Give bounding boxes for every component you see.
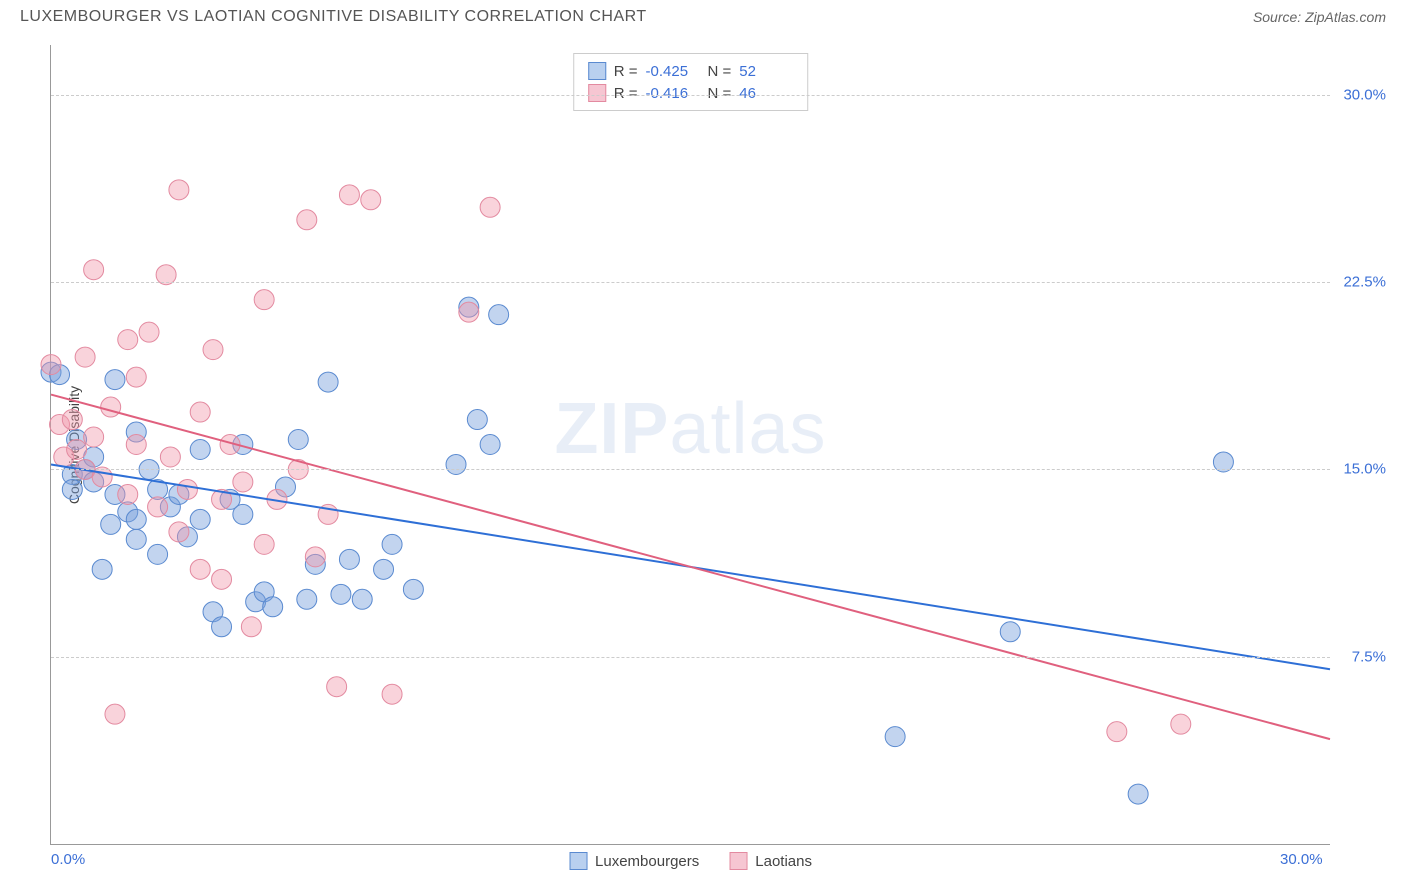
chart-container: Cognitive Disability ZIPatlas R = -0.425… — [50, 45, 1386, 845]
series-swatch-2 — [588, 84, 606, 102]
data-point — [105, 704, 125, 724]
data-point — [190, 559, 210, 579]
data-point — [84, 427, 104, 447]
data-point — [126, 435, 146, 455]
legend-swatch-1 — [569, 852, 587, 870]
x-tick-label: 30.0% — [1280, 851, 1323, 868]
data-point — [1171, 714, 1191, 734]
data-point — [361, 190, 381, 210]
legend-label-1: Luxembourgers — [595, 853, 699, 870]
y-tick-label: 15.0% — [1343, 461, 1386, 478]
data-point — [318, 372, 338, 392]
data-point — [885, 727, 905, 747]
data-point — [382, 534, 402, 554]
n-label: N = — [708, 63, 732, 80]
data-point — [190, 439, 210, 459]
series-legend: Luxembourgers Laotians — [569, 852, 812, 870]
chart-source: Source: ZipAtlas.com — [1253, 9, 1386, 25]
x-tick-label: 0.0% — [51, 851, 85, 868]
data-point — [352, 589, 372, 609]
data-point — [190, 509, 210, 529]
chart-title: LUXEMBOURGER VS LAOTIAN COGNITIVE DISABI… — [20, 8, 647, 26]
data-point — [75, 347, 95, 367]
data-point — [1000, 622, 1020, 642]
legend-item-2: Laotians — [729, 852, 812, 870]
data-point — [446, 454, 466, 474]
data-point — [101, 397, 121, 417]
plot-area: ZIPatlas R = -0.425 N = 52 R = -0.416 N … — [50, 45, 1330, 845]
r-label: R = — [614, 85, 638, 102]
data-point — [480, 197, 500, 217]
y-tick-label: 22.5% — [1343, 274, 1386, 291]
data-point — [190, 402, 210, 422]
legend-item-1: Luxembourgers — [569, 852, 699, 870]
data-point — [489, 305, 509, 325]
data-point — [339, 185, 359, 205]
data-point — [331, 584, 351, 604]
data-point — [126, 509, 146, 529]
scatter-plot-svg — [51, 45, 1330, 844]
data-point — [92, 559, 112, 579]
data-point — [203, 340, 223, 360]
data-point — [212, 617, 232, 637]
data-point — [263, 597, 283, 617]
data-point — [212, 569, 232, 589]
stats-row-2: R = -0.416 N = 46 — [588, 82, 794, 104]
legend-swatch-2 — [729, 852, 747, 870]
stats-legend: R = -0.425 N = 52 R = -0.416 N = 46 — [573, 53, 809, 111]
data-point — [480, 435, 500, 455]
data-point — [169, 180, 189, 200]
data-point — [126, 529, 146, 549]
data-point — [62, 410, 82, 430]
data-point — [1107, 722, 1127, 742]
legend-label-2: Laotians — [755, 853, 812, 870]
data-point — [160, 447, 180, 467]
data-point — [382, 684, 402, 704]
chart-header: LUXEMBOURGER VS LAOTIAN COGNITIVE DISABI… — [0, 0, 1406, 30]
data-point — [297, 589, 317, 609]
data-point — [374, 559, 394, 579]
data-point — [169, 522, 189, 542]
y-tick-label: 30.0% — [1343, 86, 1386, 103]
data-point — [67, 439, 87, 459]
data-point — [254, 534, 274, 554]
data-point — [254, 290, 274, 310]
data-point — [305, 547, 325, 567]
data-point — [288, 430, 308, 450]
data-point — [148, 544, 168, 564]
data-point — [1128, 784, 1148, 804]
data-point — [459, 302, 479, 322]
data-point — [84, 260, 104, 280]
data-point — [139, 322, 159, 342]
n-label: N = — [708, 85, 732, 102]
data-point — [62, 479, 82, 499]
data-point — [126, 367, 146, 387]
data-point — [118, 484, 138, 504]
trendline — [51, 395, 1330, 740]
data-point — [105, 370, 125, 390]
n-value-1: 52 — [739, 63, 793, 80]
data-point — [241, 617, 261, 637]
data-point — [41, 355, 61, 375]
data-point — [233, 472, 253, 492]
series-swatch-1 — [588, 62, 606, 80]
data-point — [339, 549, 359, 569]
r-value-2: -0.416 — [646, 85, 700, 102]
n-value-2: 46 — [739, 85, 793, 102]
r-label: R = — [614, 63, 638, 80]
data-point — [177, 479, 197, 499]
stats-row-1: R = -0.425 N = 52 — [588, 60, 794, 82]
data-point — [467, 410, 487, 430]
data-point — [101, 514, 121, 534]
r-value-1: -0.425 — [646, 63, 700, 80]
y-tick-label: 7.5% — [1352, 648, 1386, 665]
data-point — [327, 677, 347, 697]
data-point — [118, 330, 138, 350]
data-point — [148, 497, 168, 517]
data-point — [233, 504, 253, 524]
data-point — [297, 210, 317, 230]
data-point — [403, 579, 423, 599]
